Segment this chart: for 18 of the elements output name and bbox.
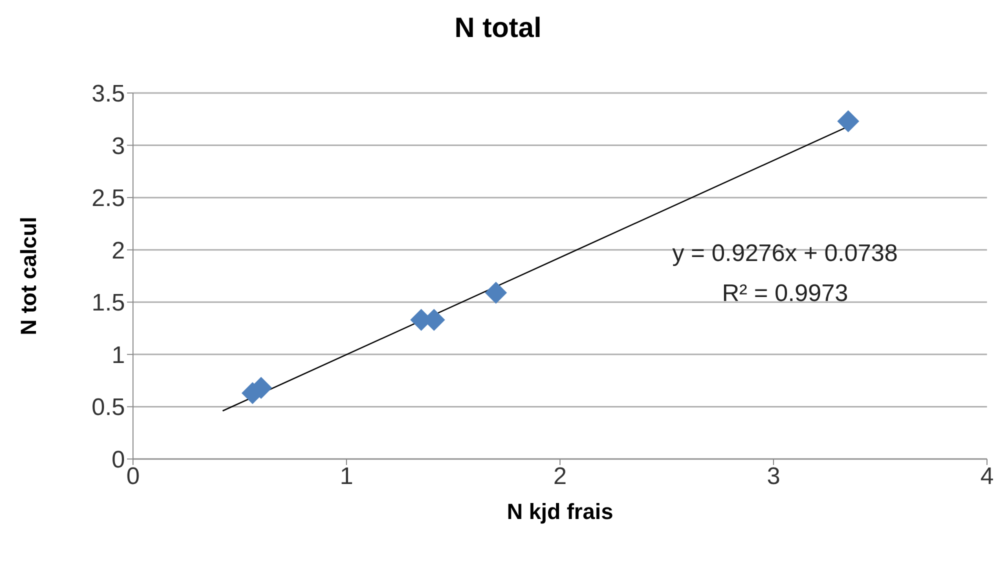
point bbox=[484, 282, 507, 304]
annotation: y = 0.9276x + 0.0738 bbox=[671, 240, 899, 268]
y-tick-label: 2.5 bbox=[92, 185, 125, 212]
point bbox=[837, 110, 860, 132]
chart-title: N total bbox=[453, 12, 543, 44]
y-axis-title: N tot calcul bbox=[16, 216, 41, 336]
x-tick-label: 2 bbox=[553, 463, 567, 490]
x-tick-label: 3 bbox=[766, 463, 780, 490]
annotation: R² = 0.9973 bbox=[720, 280, 850, 308]
x-tick-label: 4 bbox=[980, 463, 994, 490]
x-tick-label: 1 bbox=[340, 463, 354, 490]
y-tick-label: 1.5 bbox=[92, 290, 125, 317]
y-tick-label: 2 bbox=[112, 237, 125, 264]
y-tick-label: 3 bbox=[112, 132, 125, 160]
y-tick-label: 3.5 bbox=[92, 80, 125, 108]
y-tick-label: 1 bbox=[112, 342, 125, 369]
x-axis-title: N kjd frais bbox=[506, 499, 614, 524]
y-tick-label: 0.5 bbox=[92, 394, 125, 422]
